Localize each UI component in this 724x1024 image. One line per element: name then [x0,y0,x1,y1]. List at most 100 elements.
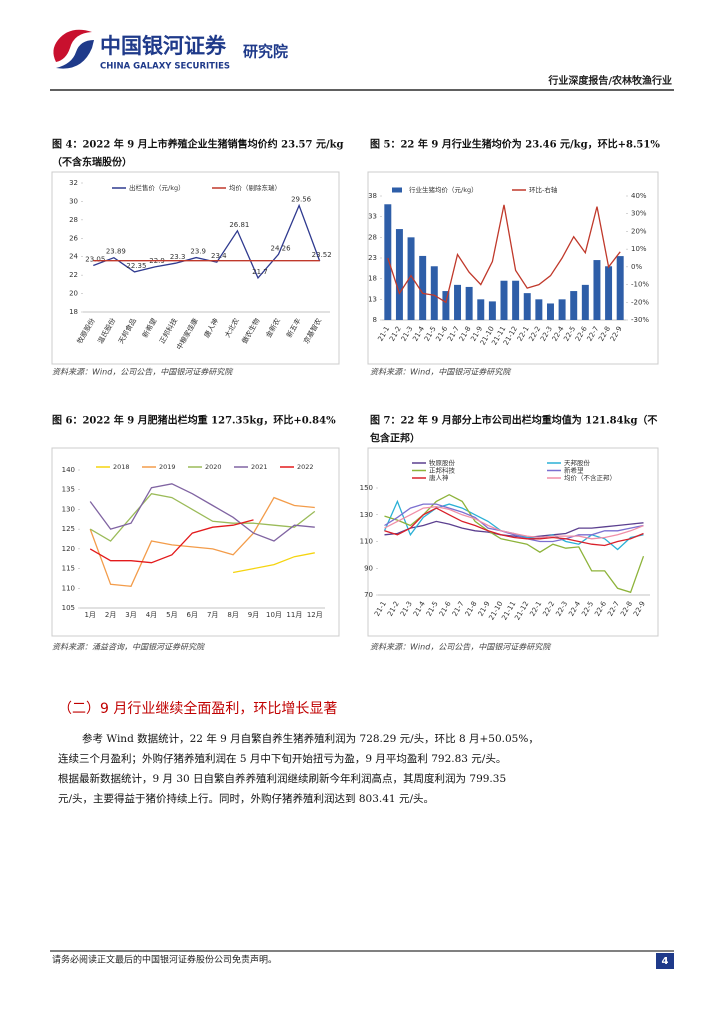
data-label: 23.89 [106,248,126,256]
y2-tick-label: 10% [631,245,647,253]
y-tick-label: 22 [69,271,78,279]
series-line [384,520,644,539]
bar [395,229,403,320]
series-line [387,204,621,304]
x-tick-label: 21-7 [451,600,466,618]
data-label: 23.4 [211,252,227,260]
x-tick-label: 22-4 [567,600,582,618]
y-tick-label: 30 [69,197,78,205]
data-label: 29.56 [291,195,312,203]
bar [384,204,392,320]
figure-title: （不含东瑞股份） [52,156,132,169]
x-tick-label: 1月 [84,611,95,619]
bar [593,260,601,320]
y-tick-label: 24 [69,253,78,261]
x-tick-label: 唐人神 [202,317,220,340]
x-tick-label: 21-8 [464,600,479,618]
bar [523,293,531,320]
bar [500,280,508,320]
y-tick-label: 105 [62,604,75,612]
x-tick-label: 21-5 [425,600,440,618]
x-tick-label: 10月 [266,611,282,619]
legend-label: 正邦科技 [429,466,456,475]
bar [442,291,450,320]
series-line [384,493,645,594]
bar [616,256,624,320]
bar [419,255,427,320]
data-label: 23.05 [85,255,105,263]
y2-tick-label: -30% [631,316,649,324]
y2-tick-label: 0% [631,263,642,271]
y2-tick-label: -20% [631,298,649,306]
figure-source: 资料来源：Wind，公司公告，中国银河证券研究院 [370,643,552,652]
x-tick-label: 京基智农 [301,317,323,346]
figure-title: 图 4：2022 年 9 月上市养殖企业生猪销售均价约 23.57 元/kg [52,138,344,151]
bar [546,303,554,320]
bar [430,266,438,320]
legend-label: 均价（剔除东瑞） [229,183,281,192]
series-line [232,552,315,574]
x-tick-label: 6月 [187,611,198,619]
x-tick-label: 22-3 [554,600,569,618]
figure-source: 资料来源：涌益咨询，中国银河证券研究院 [52,643,206,652]
chart-frame [367,171,659,365]
y2-tick-label: 40% [631,192,647,200]
y-tick-label: 70 [364,591,373,599]
y2-tick-label: 30% [631,210,647,218]
y2-tick-label: 20% [631,227,647,235]
x-tick-label: 傲农生物 [240,317,262,346]
chart-frame [51,171,340,365]
paragraph-line: 元/头，主要得益于猪价持续上行。同时，外购仔猪养殖利润达到 803.41 元/头… [58,792,434,805]
y-tick-label: 28 [368,233,377,241]
x-tick-label: 12月 [307,611,323,619]
y-tick-label: 130 [62,505,75,513]
logo-cn: 中国银河证券 [100,34,227,58]
y-tick-label: 135 [62,486,75,494]
series-line [89,492,316,542]
figure-title: 图 5：22 年 9 月行业生猪均价为 23.46 元/kg，环比+8.51% [370,138,660,151]
x-tick-label: 天邦食品 [116,317,138,346]
logo-en: CHINA GALAXY SECURITIES [100,62,230,72]
disclaimer: 请务必阅读正文最后的中国银河证券股份公司免责声明。 [52,954,277,966]
x-tick-label: 21-1 [373,600,388,618]
logo-mark [56,40,94,69]
y-tick-label: 23 [368,254,377,262]
paragraph-line: 连续三个月盈利；外购仔猪养殖利润在 5 月中下旬开始扭亏为盈，9 月平均盈利 7… [58,752,506,765]
x-tick-label: 金新农 [264,317,282,340]
y-tick-label: 33 [368,213,377,221]
x-tick-label: 22-1 [528,600,543,618]
data-label: 21.7 [252,268,268,276]
x-tick-label: 大北农 [223,317,241,340]
section-heading: （二）9 月行业继续全面盈利，环比增长显著 [58,700,337,717]
bar [570,291,578,320]
page-number: 4 [662,956,669,967]
x-tick-label: 新希望 [140,317,158,340]
chart-frame [367,447,659,637]
x-tick-label: 22-9 [632,600,647,618]
x-tick-label: 22-6 [593,600,608,618]
bar [558,299,566,320]
legend-label: 天邦股份 [564,458,591,467]
x-tick-label: 正邦科技 [157,317,179,346]
x-tick-label: 22-7 [606,600,621,618]
y-tick-label: 28 [69,216,78,224]
series-line [384,507,644,547]
x-tick-label: 5月 [166,611,177,619]
x-tick-label: 21-4 [412,600,427,618]
y-tick-label: 20 [69,290,78,298]
figure-source: 资料来源：Wind，中国银河证券研究院 [370,368,512,377]
y-tick-label: 110 [360,538,373,546]
legend-label: 行业生猪均价（元/kg） [409,185,478,194]
data-label: 22.35 [126,262,146,270]
y-tick-label: 38 [368,192,377,200]
legend-label: 唐人神 [429,473,449,482]
x-tick-label: 温氏股份 [96,317,118,346]
y-tick-label: 13 [368,295,377,303]
bar [454,284,462,320]
y-tick-label: 32 [69,179,78,187]
series-line [89,519,254,564]
series-line [384,503,644,543]
y2-tick-label: -10% [631,281,649,289]
x-tick-label: 21-6 [438,600,453,618]
y-tick-label: 18 [69,308,78,316]
